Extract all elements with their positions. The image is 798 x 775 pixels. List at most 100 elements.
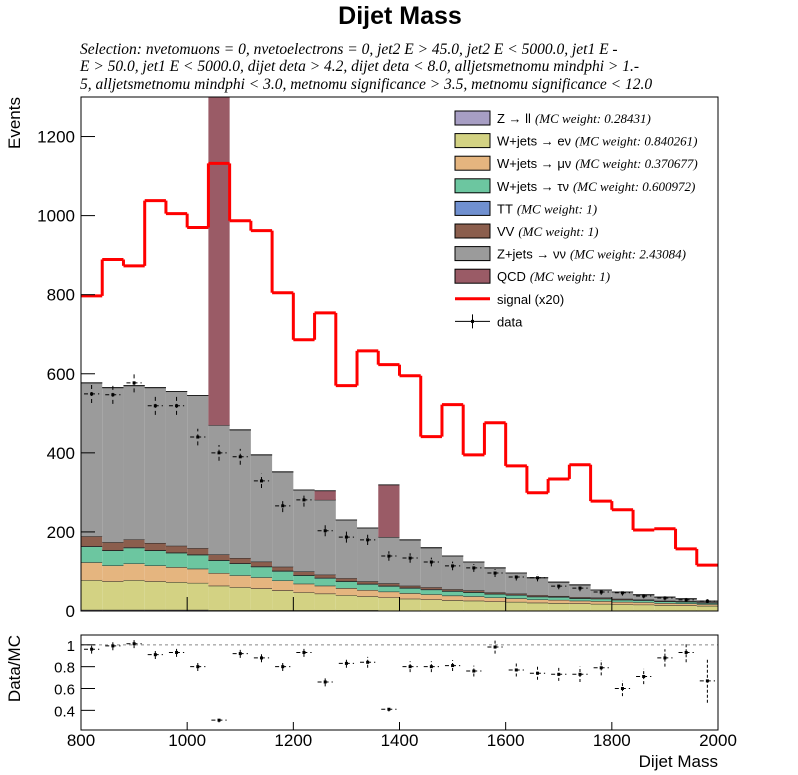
stack-bar	[272, 566, 294, 571]
stack-bar	[399, 588, 421, 594]
stack-bar	[165, 609, 188, 611]
legend-weight: (MC weight: 1)	[518, 224, 598, 239]
stack-bar	[357, 584, 379, 591]
y-tick-label: 1200	[37, 128, 75, 147]
data-point	[344, 535, 348, 539]
stack-bar	[590, 603, 612, 611]
data-point	[578, 586, 582, 590]
data-point	[493, 571, 497, 575]
stack-bar	[569, 600, 591, 604]
legend-swatch	[454, 178, 491, 194]
stack-bar	[505, 595, 527, 599]
ratio-point	[302, 650, 306, 654]
stack-bar	[293, 490, 315, 572]
stack-bar	[165, 391, 188, 546]
selection-text: 5, alljetsmetnomu mindphi < 3.0, metnomu…	[80, 76, 652, 93]
ratio-point	[90, 647, 94, 651]
stack-bar	[208, 425, 230, 555]
stack-bar	[335, 578, 358, 581]
data-point	[620, 591, 624, 595]
legend-swatch	[454, 133, 491, 149]
ratio-point	[196, 665, 200, 669]
stack-bar	[484, 593, 506, 598]
stack-bar	[378, 597, 400, 611]
stack-bar	[484, 567, 506, 593]
y-tick-label: 600	[47, 365, 75, 384]
legend-weight: (MC weight: 0.600972)	[573, 179, 695, 194]
stack-bar	[526, 577, 549, 596]
stack-bar	[420, 589, 442, 595]
stack-bar	[441, 589, 464, 591]
stack-bar	[505, 593, 527, 595]
stack-bar	[208, 554, 230, 560]
legend-weight: (MC weight: 1)	[517, 201, 597, 216]
legend-label: Z → ll	[497, 111, 531, 126]
stack-bar	[187, 582, 209, 610]
legend-label: data	[497, 314, 523, 329]
ratio-point	[111, 644, 115, 648]
stack-bar	[102, 565, 124, 582]
stack-bar	[314, 490, 336, 500]
ratio-point	[175, 650, 179, 654]
stack-bar	[123, 563, 145, 581]
x-tick-label: 1200	[274, 731, 312, 750]
stack-bar	[420, 547, 442, 588]
legend-label: QCD	[497, 269, 526, 284]
stack-bar	[123, 539, 145, 548]
ratio-point	[557, 672, 561, 676]
legend-swatch	[454, 223, 491, 239]
y-axis-label: Events	[5, 97, 24, 149]
stack-bar	[696, 605, 718, 611]
stack-bar	[526, 596, 549, 600]
x-tick-label: 1600	[487, 731, 525, 750]
stack-bar	[378, 586, 400, 592]
stack-bar	[526, 602, 549, 611]
data-point	[599, 590, 603, 594]
legend-weight: (MC weight: 2.43084)	[570, 247, 686, 262]
stack-bar	[378, 591, 400, 598]
ratio-point	[344, 661, 348, 665]
stack-bar	[144, 609, 166, 611]
stack-bar	[611, 604, 634, 611]
stack-bar	[314, 574, 336, 578]
stack-bar	[187, 395, 209, 549]
stack-bar	[250, 577, 273, 589]
stack-bar	[590, 598, 612, 602]
data-point	[387, 554, 391, 558]
ratio-point	[408, 665, 412, 669]
ratio-point	[642, 674, 646, 678]
y-tick-label: 0.8	[54, 660, 75, 677]
data-point	[642, 594, 646, 598]
stack-bar	[378, 484, 400, 538]
stack-bar	[165, 552, 188, 568]
stack-bar	[335, 588, 358, 596]
stack-bar	[165, 582, 188, 610]
stack-bar	[293, 575, 315, 584]
data-point	[302, 498, 306, 502]
data-point	[408, 556, 412, 560]
stack-bar	[187, 568, 209, 583]
stack-bar	[187, 609, 209, 611]
stack-bar	[484, 592, 506, 594]
stack-bar	[123, 385, 145, 540]
legend-weight: (MC weight: 0.840261)	[575, 134, 697, 149]
stack-bar	[357, 590, 379, 597]
stack-bar	[633, 604, 655, 611]
stack-bar	[123, 580, 145, 610]
stack-bar	[81, 382, 103, 537]
y-tick-label: 800	[47, 286, 75, 305]
legend-swatch	[454, 155, 491, 171]
stack-bar	[293, 571, 315, 576]
legend-weight: (MC weight: 0.28431)	[535, 111, 651, 126]
ratio-point	[366, 660, 370, 664]
selection-text: E > 50.0, jet1 E < 5000.0, dijet deta > …	[79, 58, 639, 75]
stack-bar	[484, 597, 506, 602]
stack-bar	[335, 520, 358, 579]
x-axis-label: Dijet Mass	[639, 752, 718, 771]
legend-swatch	[454, 268, 491, 284]
stack-bar	[229, 575, 251, 588]
stack-bar	[357, 527, 379, 582]
ratio-point	[663, 656, 667, 660]
stack-bar	[81, 562, 103, 581]
x-tick-label: 1400	[381, 731, 419, 750]
